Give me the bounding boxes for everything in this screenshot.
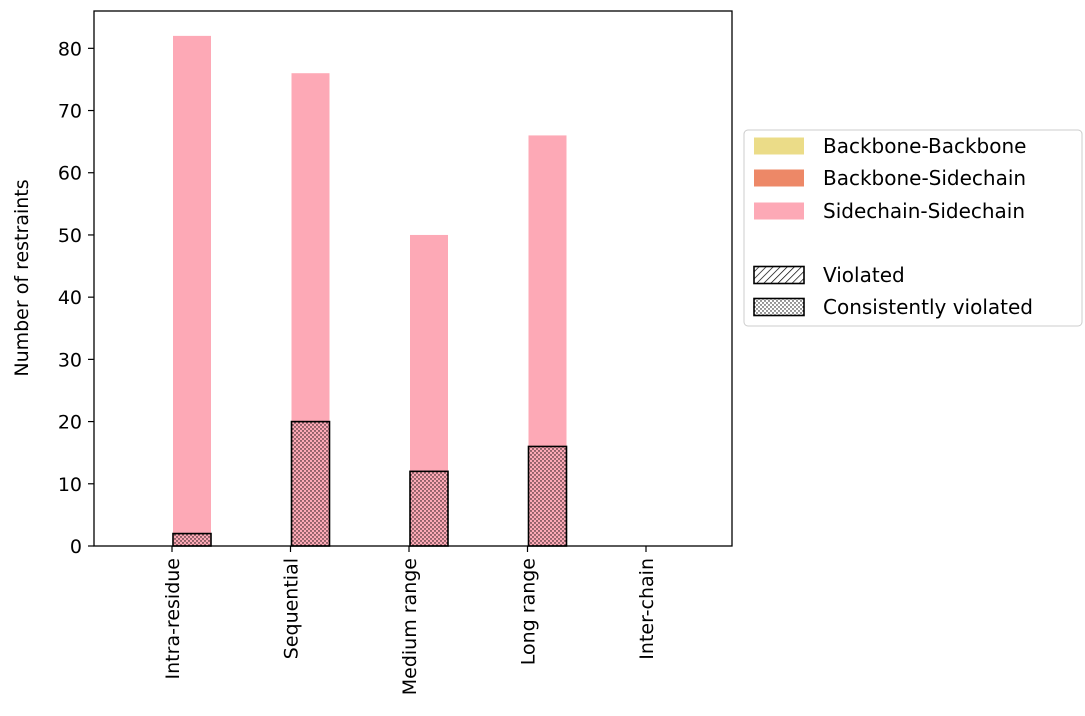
y-tick-label-0: 0 — [70, 536, 82, 558]
hatch-consistently-violated-sidechain-sidechain-intra-residue — [172, 532, 212, 547]
legend-label-sidechain-sidechain: Sidechain-Sidechain — [823, 199, 1025, 223]
y-tick-label-60: 60 — [58, 163, 82, 185]
y-tick-label-30: 30 — [58, 349, 82, 371]
y-tick-label-70: 70 — [58, 101, 82, 123]
y-tick-label-20: 20 — [58, 412, 82, 434]
x-axis: Intra-residue Sequential Medium range Long … — [162, 546, 658, 695]
x-tick-label-inter-chain: Inter-chain — [636, 558, 658, 660]
y-tick-label-50: 50 — [58, 225, 82, 247]
x-tick-label-medium-range: Medium range — [399, 558, 421, 695]
legend-swatch-backbone-sidechain — [754, 169, 804, 187]
legend-box — [743, 129, 1083, 327]
plot-frame — [93, 10, 733, 547]
hatch-consistently-violated-sidechain-sidechain-medium-range — [409, 470, 449, 547]
x-tick-label-long-range: Long range — [518, 558, 540, 665]
bar-total-intra-residue — [173, 35, 211, 546]
x-tick-label-intra-residue: Intra-residue — [162, 558, 184, 679]
legend-swatch-violated — [753, 265, 805, 285]
legend-swatch-consistently-violated — [753, 297, 805, 317]
legend-label-backbone-sidechain: Backbone-Sidechain — [823, 166, 1026, 190]
legend-label-backbone-backbone: Backbone-Backbone — [823, 134, 1026, 158]
y-tick-label-10: 10 — [58, 474, 82, 496]
legend: Backbone-Backbone Backbone-Sidechain Sidec… — [743, 129, 1083, 327]
x-tick-label-sequential: Sequential — [281, 558, 303, 659]
legend-swatch-backbone-backbone — [754, 137, 804, 155]
legend-label-consistently-violated: Consistently violated — [823, 295, 1033, 319]
y-axis-label: Number of restraints — [11, 179, 33, 376]
y-axis: 0 10 20 30 40 50 60 70 80 — [58, 38, 94, 558]
legend-label-violated: Violated — [823, 263, 905, 287]
y-tick-label-80: 80 — [58, 38, 82, 60]
y-tick-label-40: 40 — [58, 287, 82, 309]
hatch-consistently-violated-sidechain-sidechain-long-range — [527, 445, 568, 547]
hatch-consistently-violated-sidechain-sidechain-sequential — [290, 420, 331, 547]
plot-area — [93, 10, 733, 547]
legend-swatch-sidechain-sidechain — [754, 202, 804, 220]
